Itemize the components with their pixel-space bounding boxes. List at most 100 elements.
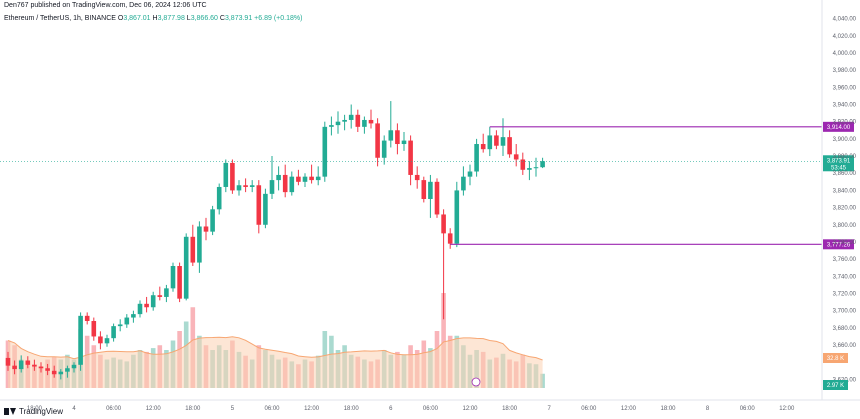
time-tick-label: 6 (389, 406, 393, 412)
price-tick-label: 3,660.00 (833, 343, 857, 349)
time-tick-label: 7 (548, 406, 552, 412)
candle-body (487, 135, 493, 150)
candle-body (480, 144, 486, 150)
volume-current-tag (823, 380, 848, 390)
time-tick-label: 18:00 (27, 406, 43, 412)
candle-body (408, 140, 413, 175)
candle-body (71, 364, 77, 369)
candle-body (474, 144, 479, 172)
price-tick-label: 3,880.00 (833, 154, 857, 160)
candle-body (434, 181, 440, 215)
price-tick-label: 4,020.00 (833, 34, 857, 40)
candle-body (150, 295, 156, 308)
candle-body (104, 338, 110, 344)
candle-body (368, 119, 374, 124)
candle-body (117, 324, 123, 327)
candle-body (533, 167, 539, 169)
price-tick-label: 3,900.00 (833, 137, 857, 143)
last-price-label: 3,873.91 (827, 158, 851, 164)
time-tick-label: 12:00 (462, 406, 478, 412)
time-tick-label: 4 (72, 406, 76, 412)
candle-body (25, 360, 31, 365)
price-tick-label: 3,700.00 (833, 309, 857, 315)
candle-body (276, 174, 281, 181)
candle-body (296, 176, 301, 182)
candle-body (355, 114, 361, 127)
candle-body (520, 159, 526, 170)
volume-current-label: 2.97 K (827, 383, 844, 389)
time-tick-label: 06:00 (106, 406, 122, 412)
tradingview-logo-text: TradingView (19, 407, 64, 416)
price-tick-label: 4,000.00 (833, 51, 857, 57)
time-tick-label: 12:00 (621, 406, 637, 412)
volume-ma-tag (823, 353, 848, 363)
candle-body (375, 123, 380, 158)
candle-body (230, 162, 235, 191)
time-tick-label: 06:00 (740, 406, 756, 412)
candle-body (381, 140, 387, 158)
symbol-name: Ethereum / TetherUS, 1h, BINANCE (4, 15, 116, 22)
candle-body (12, 365, 17, 370)
candle-body (38, 366, 44, 369)
candle-body (315, 176, 321, 181)
candle-body (223, 162, 229, 187)
symbol-legend: Ethereum / TetherUS, 1h, BINANCE O3,867.… (4, 15, 302, 22)
candle-body (210, 209, 215, 232)
candle-body (249, 185, 255, 187)
candle-body (137, 303, 143, 315)
candle-body (401, 140, 407, 145)
candle-body (421, 180, 427, 199)
volume-ma-line (7, 336, 543, 361)
candle-body (84, 315, 90, 321)
tradingview-icon (4, 408, 16, 415)
price-tick-label: 3,840.00 (833, 188, 857, 194)
candle-body (203, 226, 209, 232)
time-tick-label: 18:00 (502, 406, 518, 412)
candle-body (454, 190, 460, 244)
price-change: +6.89 (+0.18%) (254, 15, 303, 22)
time-tick-label: 12:00 (146, 406, 162, 412)
candles (5, 101, 545, 380)
time-tick-label: 18:00 (660, 406, 676, 412)
candle-body (494, 135, 499, 146)
candle-body (216, 186, 222, 210)
time-tick-label: 06:00 (581, 406, 597, 412)
candle-body (197, 226, 202, 263)
price-tick-label: 3,760.00 (833, 257, 857, 263)
resistance-price-tag (823, 121, 854, 132)
candle-body (342, 119, 347, 122)
candle-body (527, 168, 532, 170)
candle-body (144, 303, 149, 308)
candle-body (243, 185, 248, 187)
candle-body (414, 174, 420, 181)
candle-body (236, 185, 242, 191)
price-tick-label: 3,940.00 (833, 103, 857, 109)
candle-body (65, 368, 70, 372)
candle-body (157, 295, 163, 297)
candle-body (395, 130, 400, 145)
candle-body (428, 181, 433, 199)
publication-header: Den767 published on TradingView.com, Dec… (4, 2, 207, 9)
candle-body (5, 357, 11, 366)
candle-body (348, 114, 354, 120)
volume-ma-label: 32.8 K (827, 356, 844, 362)
price-tick-label: 3,720.00 (833, 292, 857, 298)
candle-body (58, 371, 64, 375)
resistance-price-label: 3,914.00 (827, 125, 851, 131)
candle-body (467, 171, 473, 177)
volume-bar (441, 293, 446, 388)
ohlc-low: L3,866.60 (186, 15, 218, 22)
price-tick-label: 3,920.00 (833, 120, 857, 126)
candle-body (335, 121, 341, 126)
volume-bars (5, 293, 545, 388)
candle-body (183, 236, 189, 299)
candle-body (263, 193, 268, 225)
candle-body (513, 154, 519, 160)
time-tick-label: 12:00 (304, 406, 320, 412)
price-tick-label: 3,780.00 (833, 240, 857, 246)
candle-body (289, 176, 295, 193)
ohlc-open: O3,867.01 (117, 15, 151, 22)
